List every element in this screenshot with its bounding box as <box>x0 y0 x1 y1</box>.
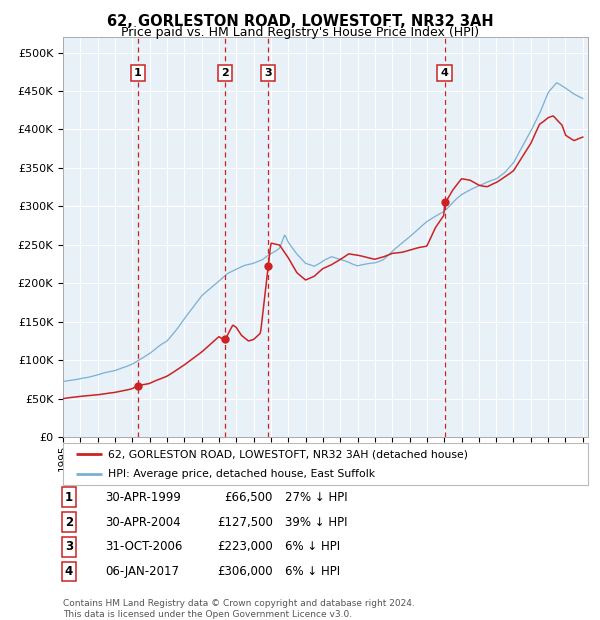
Text: 62, GORLESTON ROAD, LOWESTOFT, NR32 3AH: 62, GORLESTON ROAD, LOWESTOFT, NR32 3AH <box>107 14 493 29</box>
Text: £66,500: £66,500 <box>224 491 273 503</box>
Text: £306,000: £306,000 <box>217 565 273 578</box>
Text: HPI: Average price, detached house, East Suffolk: HPI: Average price, detached house, East… <box>107 469 375 479</box>
Text: 3: 3 <box>65 541 73 553</box>
Text: 27% ↓ HPI: 27% ↓ HPI <box>285 491 347 503</box>
Text: 6% ↓ HPI: 6% ↓ HPI <box>285 541 340 553</box>
Text: 30-APR-1999: 30-APR-1999 <box>105 491 181 503</box>
Text: 4: 4 <box>65 565 73 578</box>
Text: 4: 4 <box>440 68 448 78</box>
Text: 1: 1 <box>134 68 142 78</box>
Text: 1: 1 <box>65 491 73 503</box>
Text: 06-JAN-2017: 06-JAN-2017 <box>105 565 179 578</box>
Text: 6% ↓ HPI: 6% ↓ HPI <box>285 565 340 578</box>
Text: 39% ↓ HPI: 39% ↓ HPI <box>285 516 347 528</box>
Text: 30-APR-2004: 30-APR-2004 <box>105 516 181 528</box>
Text: 62, GORLESTON ROAD, LOWESTOFT, NR32 3AH (detached house): 62, GORLESTON ROAD, LOWESTOFT, NR32 3AH … <box>107 449 467 459</box>
Text: £223,000: £223,000 <box>217 541 273 553</box>
Text: 31-OCT-2006: 31-OCT-2006 <box>105 541 182 553</box>
Text: Contains HM Land Registry data © Crown copyright and database right 2024.
This d: Contains HM Land Registry data © Crown c… <box>63 600 415 619</box>
Text: £127,500: £127,500 <box>217 516 273 528</box>
Text: 2: 2 <box>65 516 73 528</box>
Text: 2: 2 <box>221 68 229 78</box>
Text: 3: 3 <box>264 68 272 78</box>
Text: Price paid vs. HM Land Registry's House Price Index (HPI): Price paid vs. HM Land Registry's House … <box>121 26 479 39</box>
